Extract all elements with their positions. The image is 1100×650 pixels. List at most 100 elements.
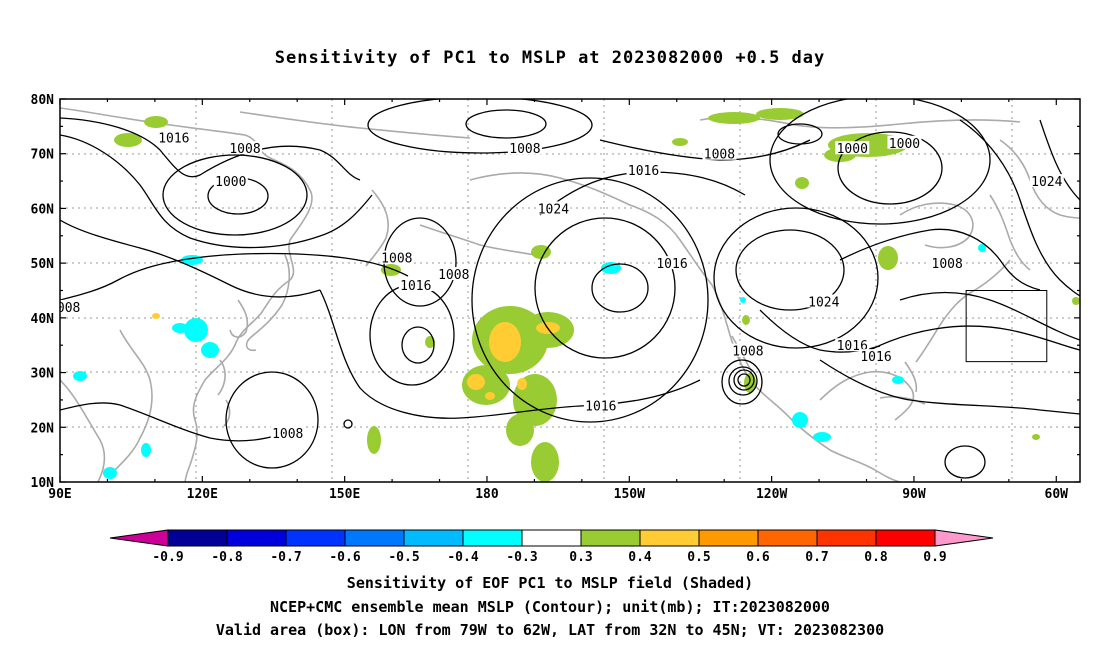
colorbar-swatch — [285, 529, 346, 547]
contour-1024-atlantic — [959, 119, 1080, 297]
map-background — [60, 99, 1080, 482]
colorbar-label: 0.8 — [864, 550, 888, 565]
coastline-philippines — [217, 359, 231, 427]
colorbar-label: 0.7 — [805, 550, 828, 565]
patch-yellow — [152, 313, 160, 319]
contour-label: 1008 — [732, 345, 763, 360]
colorbar-swatch — [639, 529, 700, 547]
contour-1016-atlantic — [899, 291, 1080, 341]
contour-1008-west — [60, 252, 409, 301]
contour-high-pacific-ne — [735, 229, 845, 311]
contour-1016-west — [60, 219, 321, 298]
colorbar-label: 0.6 — [746, 550, 770, 565]
colorbar-label: -0.3 — [506, 550, 537, 565]
colorbar-labels: -0.9 -0.8 -0.7 -0.6 -0.5 -0.4 -0.3 0.3 0.4 0.5 0.6… — [152, 550, 946, 565]
contour-label-bg — [60, 299, 82, 313]
patch-green — [531, 245, 551, 259]
contour-label: 1008 — [438, 268, 469, 283]
caption-shaded: Sensitivity of EOF PC1 to MSLP field (Sh… — [346, 574, 754, 592]
patch-green — [744, 373, 756, 393]
mslp-contours — [60, 99, 1080, 479]
coastline-labrador — [989, 194, 1031, 271]
colorbar-swatch — [757, 529, 818, 547]
patch-cyan — [813, 432, 831, 442]
contour-low-siberia-outer — [162, 154, 308, 236]
colorbar-swatch — [816, 529, 877, 547]
valid-area-box — [965, 290, 1048, 363]
contour-high-arctic — [465, 109, 547, 139]
colorbar-label: -0.7 — [270, 550, 301, 565]
colorbar-swatch — [875, 529, 936, 547]
colorbar — [109, 529, 994, 547]
patch-green — [672, 138, 688, 146]
contour-label: 1000 — [889, 137, 920, 152]
lon-label: 150W — [614, 487, 645, 502]
coastline-indochina — [114, 329, 153, 471]
colorbar-swatch — [521, 529, 582, 547]
patch-green — [742, 315, 750, 325]
lon-label: 120E — [187, 487, 218, 502]
contour-label-bg — [507, 141, 542, 155]
colorbar-label: 0.9 — [923, 550, 946, 565]
contour-high-pacific-ne-2 — [713, 207, 879, 349]
coastline-siberia-north — [239, 111, 471, 139]
coastline-na-east — [915, 259, 1011, 363]
contour-high-pacific-3 — [471, 177, 709, 423]
longitude-labels: 90E 120E 150E 180 150W 120W 90W 60W — [48, 487, 1068, 502]
patch-cyan — [792, 412, 808, 428]
patch-green — [506, 414, 534, 446]
patch-green — [756, 108, 804, 120]
lat-label: 30N — [31, 367, 55, 382]
colorbar-label: -0.9 — [152, 550, 183, 565]
coastline-asia-east — [60, 107, 313, 482]
axis-ticks — [59, 98, 1080, 483]
coastline-central-america — [829, 449, 901, 482]
lon-label: 150E — [329, 487, 360, 502]
contour-label-bg — [887, 135, 922, 149]
contour-1008-siberia — [60, 134, 373, 249]
contour-label-bg — [930, 256, 965, 270]
coastline-aleutians — [419, 224, 541, 257]
colorbar-swatch — [698, 529, 759, 547]
patch-green — [1072, 297, 1080, 305]
coastline-japan — [245, 254, 291, 352]
contour-label: 1016 — [585, 399, 616, 414]
contour-1016-south — [319, 289, 701, 419]
contour-label: 1024 — [808, 295, 839, 310]
contour-label: 1008 — [49, 301, 80, 316]
patch-yellow — [517, 378, 527, 390]
lon-label: 60W — [1045, 487, 1069, 502]
colorbar-swatch — [167, 529, 228, 547]
patch-cyan — [103, 467, 117, 479]
contour-label: 1016 — [860, 350, 891, 365]
caption-valid-area: Valid area (box): LON from 79W to 62W, L… — [215, 621, 885, 639]
lat-label: 10N — [31, 476, 55, 491]
contour-label: 1008 — [704, 148, 735, 163]
contour-label-bg — [536, 201, 571, 215]
colorbar-swatch — [344, 529, 405, 547]
contour-label: 1000 — [215, 175, 246, 190]
patch-cyan — [892, 376, 904, 384]
colorbar-label: -0.8 — [211, 550, 242, 565]
contour-label: 1024 — [538, 202, 569, 217]
contour-hurricane-3 — [728, 366, 758, 396]
lat-label: 70N — [31, 148, 55, 163]
contour-low-canada-3 — [769, 99, 991, 225]
contour-hurricane-1 — [737, 373, 751, 387]
patch-yellow — [489, 322, 521, 362]
contour-label: 1000 — [837, 142, 868, 157]
lon-label: 90E — [48, 487, 71, 502]
contour-label: 1008 — [509, 142, 540, 157]
sensitivity-cyan-patches — [73, 244, 986, 479]
coastline-korea — [229, 299, 249, 338]
coastline-gulf-mexico — [819, 370, 915, 421]
contour-1016-gulf — [819, 359, 1080, 415]
colorbar-swatch — [226, 529, 287, 547]
contour-label: 1016 — [656, 257, 687, 272]
patch-green — [1032, 434, 1040, 440]
patch-green — [878, 246, 898, 270]
coastline-greenland — [999, 139, 1080, 219]
contour-hurricane-4 — [721, 359, 763, 405]
patch-yellow — [467, 374, 485, 390]
